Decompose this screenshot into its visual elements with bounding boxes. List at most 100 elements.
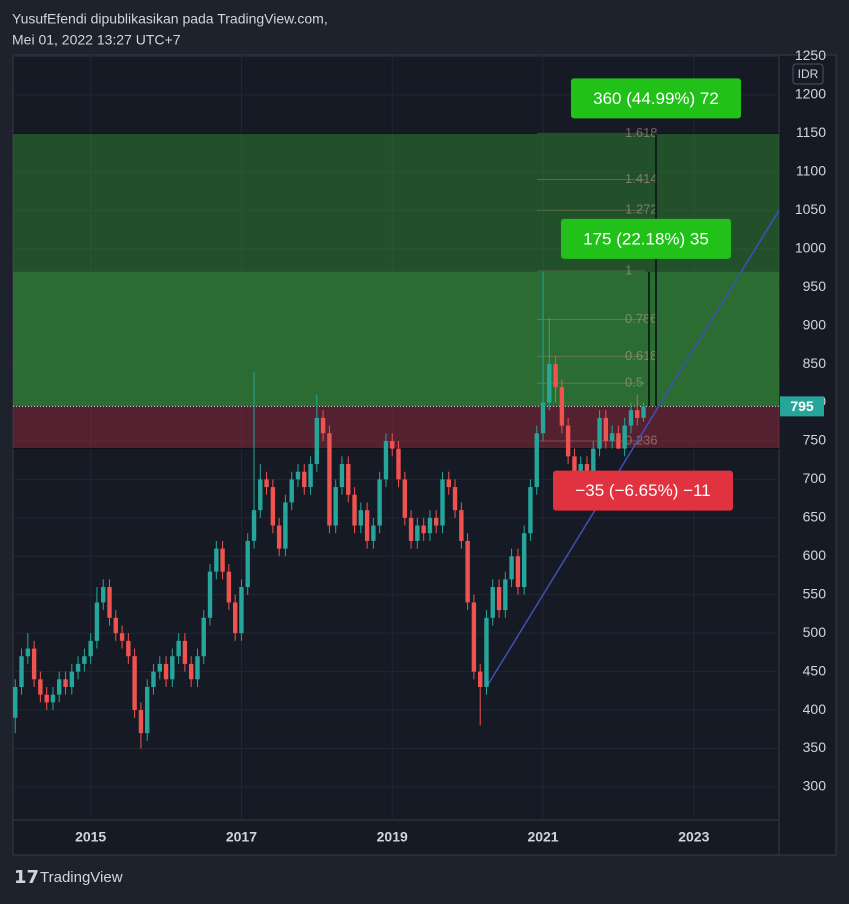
candle-body: [503, 579, 508, 611]
candle-body: [157, 663, 162, 672]
time-axis: [12, 819, 780, 856]
candle-body: [82, 656, 87, 664]
currency-box: [792, 63, 824, 85]
candle-body: [101, 587, 106, 603]
position-label-box: [571, 78, 741, 119]
candle-body: [547, 364, 552, 403]
y-tick-label: 600: [803, 547, 827, 563]
candle-body: [138, 710, 144, 734]
candle-body: [515, 556, 521, 588]
candle-body: [314, 417, 320, 465]
candle-body: [553, 364, 558, 388]
candle-body: [390, 440, 395, 449]
x-tick-label: 2021: [527, 829, 558, 845]
candle-body: [597, 417, 602, 449]
candle-body: [609, 433, 615, 441]
candle-body: [308, 464, 313, 488]
candle-body: [528, 487, 533, 534]
fib-label: 1: [625, 262, 632, 277]
candle-body: [415, 525, 420, 541]
candle-body: [521, 533, 527, 588]
candle-body: [13, 686, 18, 718]
candle-body: [289, 479, 294, 503]
price-tag: [780, 396, 824, 417]
candle-body: [635, 410, 640, 418]
fib-label: 1.272: [625, 202, 658, 217]
candle-body: [352, 494, 357, 526]
candle-body: [201, 617, 206, 657]
candle-body: [88, 640, 93, 657]
position-label-box: [561, 218, 731, 259]
candle-body: [540, 402, 546, 434]
candle-body: [346, 464, 351, 495]
candle-body: [75, 663, 81, 672]
price-axis: [778, 54, 837, 856]
fib-label: 0.236: [625, 432, 658, 447]
candle-body: [534, 433, 539, 488]
y-tick-label: 500: [803, 624, 827, 640]
y-tick-label: 550: [803, 585, 827, 601]
candle-body: [383, 440, 389, 480]
candle-body: [421, 525, 426, 534]
y-tick-label: 700: [803, 470, 827, 486]
candle-body: [119, 633, 125, 641]
candle-body: [509, 556, 514, 580]
candle-body: [408, 517, 414, 541]
date-line: Mei 01, 2022 13:27 UTC+7: [12, 32, 181, 48]
candle-body: [490, 587, 495, 618]
position-label: 175 (22.18%) 35: [583, 229, 709, 248]
footer-brand: TradingView: [40, 869, 123, 886]
candle-body: [25, 648, 31, 657]
candle-body: [283, 502, 288, 549]
candle-body: [19, 656, 24, 687]
y-tick-label: 750: [803, 432, 827, 448]
candle-body: [44, 694, 49, 703]
trendline: [485, 209, 780, 688]
candle-body: [616, 433, 621, 449]
position-label: 360 (44.99%) 72: [593, 89, 719, 108]
candle-body: [258, 479, 263, 511]
fib-label: 0.5: [625, 375, 643, 390]
candle-body: [591, 448, 596, 472]
y-tick-label: 850: [803, 355, 827, 371]
candle-body: [427, 517, 433, 534]
candle-body: [339, 464, 345, 488]
candle-body: [371, 525, 376, 541]
candle-body: [440, 479, 445, 526]
candle-body: [270, 487, 276, 526]
candle-body: [320, 417, 326, 434]
plot: 1.618 1.414 1.272 1 0.786 0.618 0.5 0.236 360 (4…: [13, 55, 780, 820]
candle-body: [572, 456, 577, 480]
candle-body: [396, 448, 401, 480]
candle-body: [377, 479, 382, 526]
x-tick-label: 2019: [377, 829, 408, 845]
candle-body: [69, 671, 75, 687]
candle-body: [232, 602, 238, 634]
candle-body: [38, 679, 43, 695]
candle-body: [132, 656, 137, 711]
fib-label: 0.618: [625, 348, 658, 363]
candle-body: [327, 433, 332, 526]
candle-body: [63, 679, 68, 687]
y-tick-label: 1100: [796, 163, 826, 179]
candle-body: [622, 425, 627, 449]
candle-body: [358, 510, 363, 526]
candle-body: [264, 479, 269, 488]
y-tick-label: 1000: [795, 239, 826, 255]
candle-body: [245, 540, 250, 588]
candle-body: [446, 479, 451, 488]
target-zone: [13, 133, 779, 407]
candle-body: [126, 640, 131, 657]
y-tick-label: 300: [803, 778, 827, 794]
candle-body: [57, 679, 62, 695]
candle-body: [220, 548, 225, 572]
candle-body: [565, 425, 571, 457]
candle-body: [276, 525, 282, 549]
candle-body: [465, 540, 470, 603]
candle-body: [496, 587, 502, 611]
candle-body: [214, 548, 219, 572]
candle-body: [402, 479, 408, 518]
candle-body: [182, 640, 188, 664]
candle-body: [239, 587, 244, 634]
